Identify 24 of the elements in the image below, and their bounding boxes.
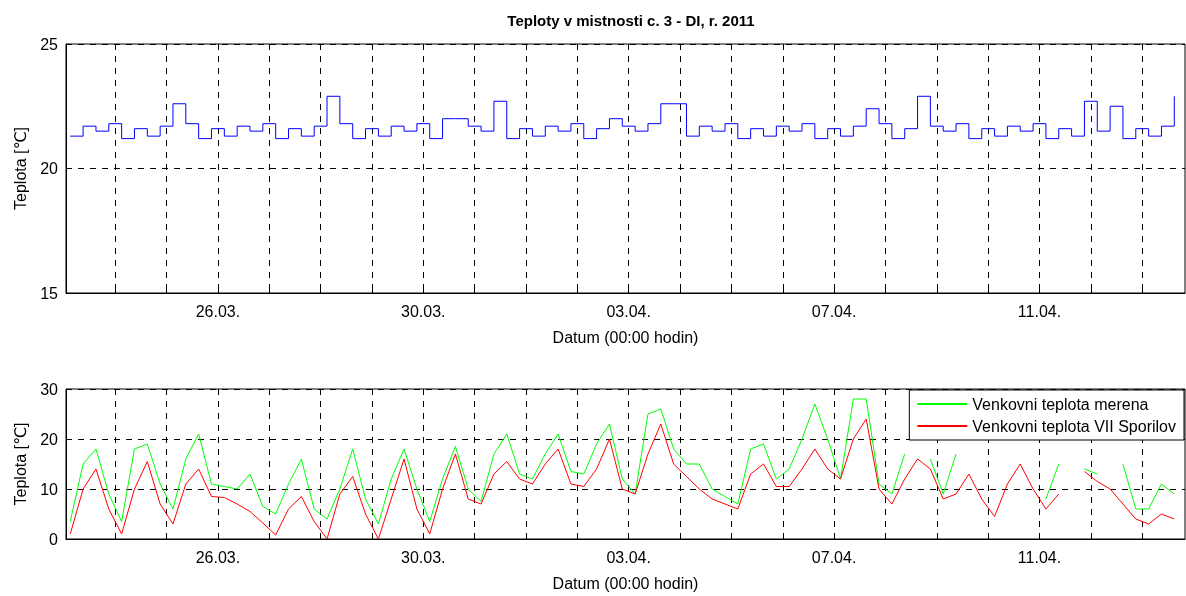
y-tick-label: 25 bbox=[40, 35, 59, 53]
y-tick-label: 0 bbox=[49, 530, 59, 548]
x-tick-label: 11.04. bbox=[1017, 548, 1062, 566]
x-tick-label: 07.04. bbox=[811, 548, 857, 566]
x-tick-label: 30.03. bbox=[401, 548, 446, 566]
x-tick-label: 30.03. bbox=[401, 302, 446, 320]
y-tick-label: 30 bbox=[40, 380, 59, 398]
x-tick-label: 03.04. bbox=[606, 302, 651, 320]
legend-label: Venkovni teplota VII Sporilov bbox=[972, 417, 1177, 435]
legend-label: Venkovni teplota merena bbox=[972, 395, 1149, 413]
y-axis-title: Teplota [℃] bbox=[11, 422, 29, 506]
chart-title: Teploty v mistnosti c. 3 - DI, r. 2011 bbox=[507, 12, 755, 29]
y-tick-label: 10 bbox=[40, 480, 59, 498]
y-tick-label: 20 bbox=[40, 160, 59, 177]
x-tick-label: 26.03. bbox=[195, 302, 241, 320]
x-axis-title: Datum (00:00 hodin) bbox=[552, 574, 699, 592]
y-tick-label: 15 bbox=[40, 284, 59, 302]
x-axis-title: Datum (00:00 hodin) bbox=[552, 328, 699, 346]
x-tick-label: 03.04. bbox=[606, 548, 651, 566]
x-tick-label: 26.03. bbox=[195, 548, 241, 566]
y-axis-title: Teplota [℃] bbox=[11, 127, 29, 210]
x-tick-label: 11.04. bbox=[1017, 302, 1062, 320]
y-tick-label: 20 bbox=[40, 430, 59, 448]
x-tick-label: 07.04. bbox=[811, 302, 857, 320]
